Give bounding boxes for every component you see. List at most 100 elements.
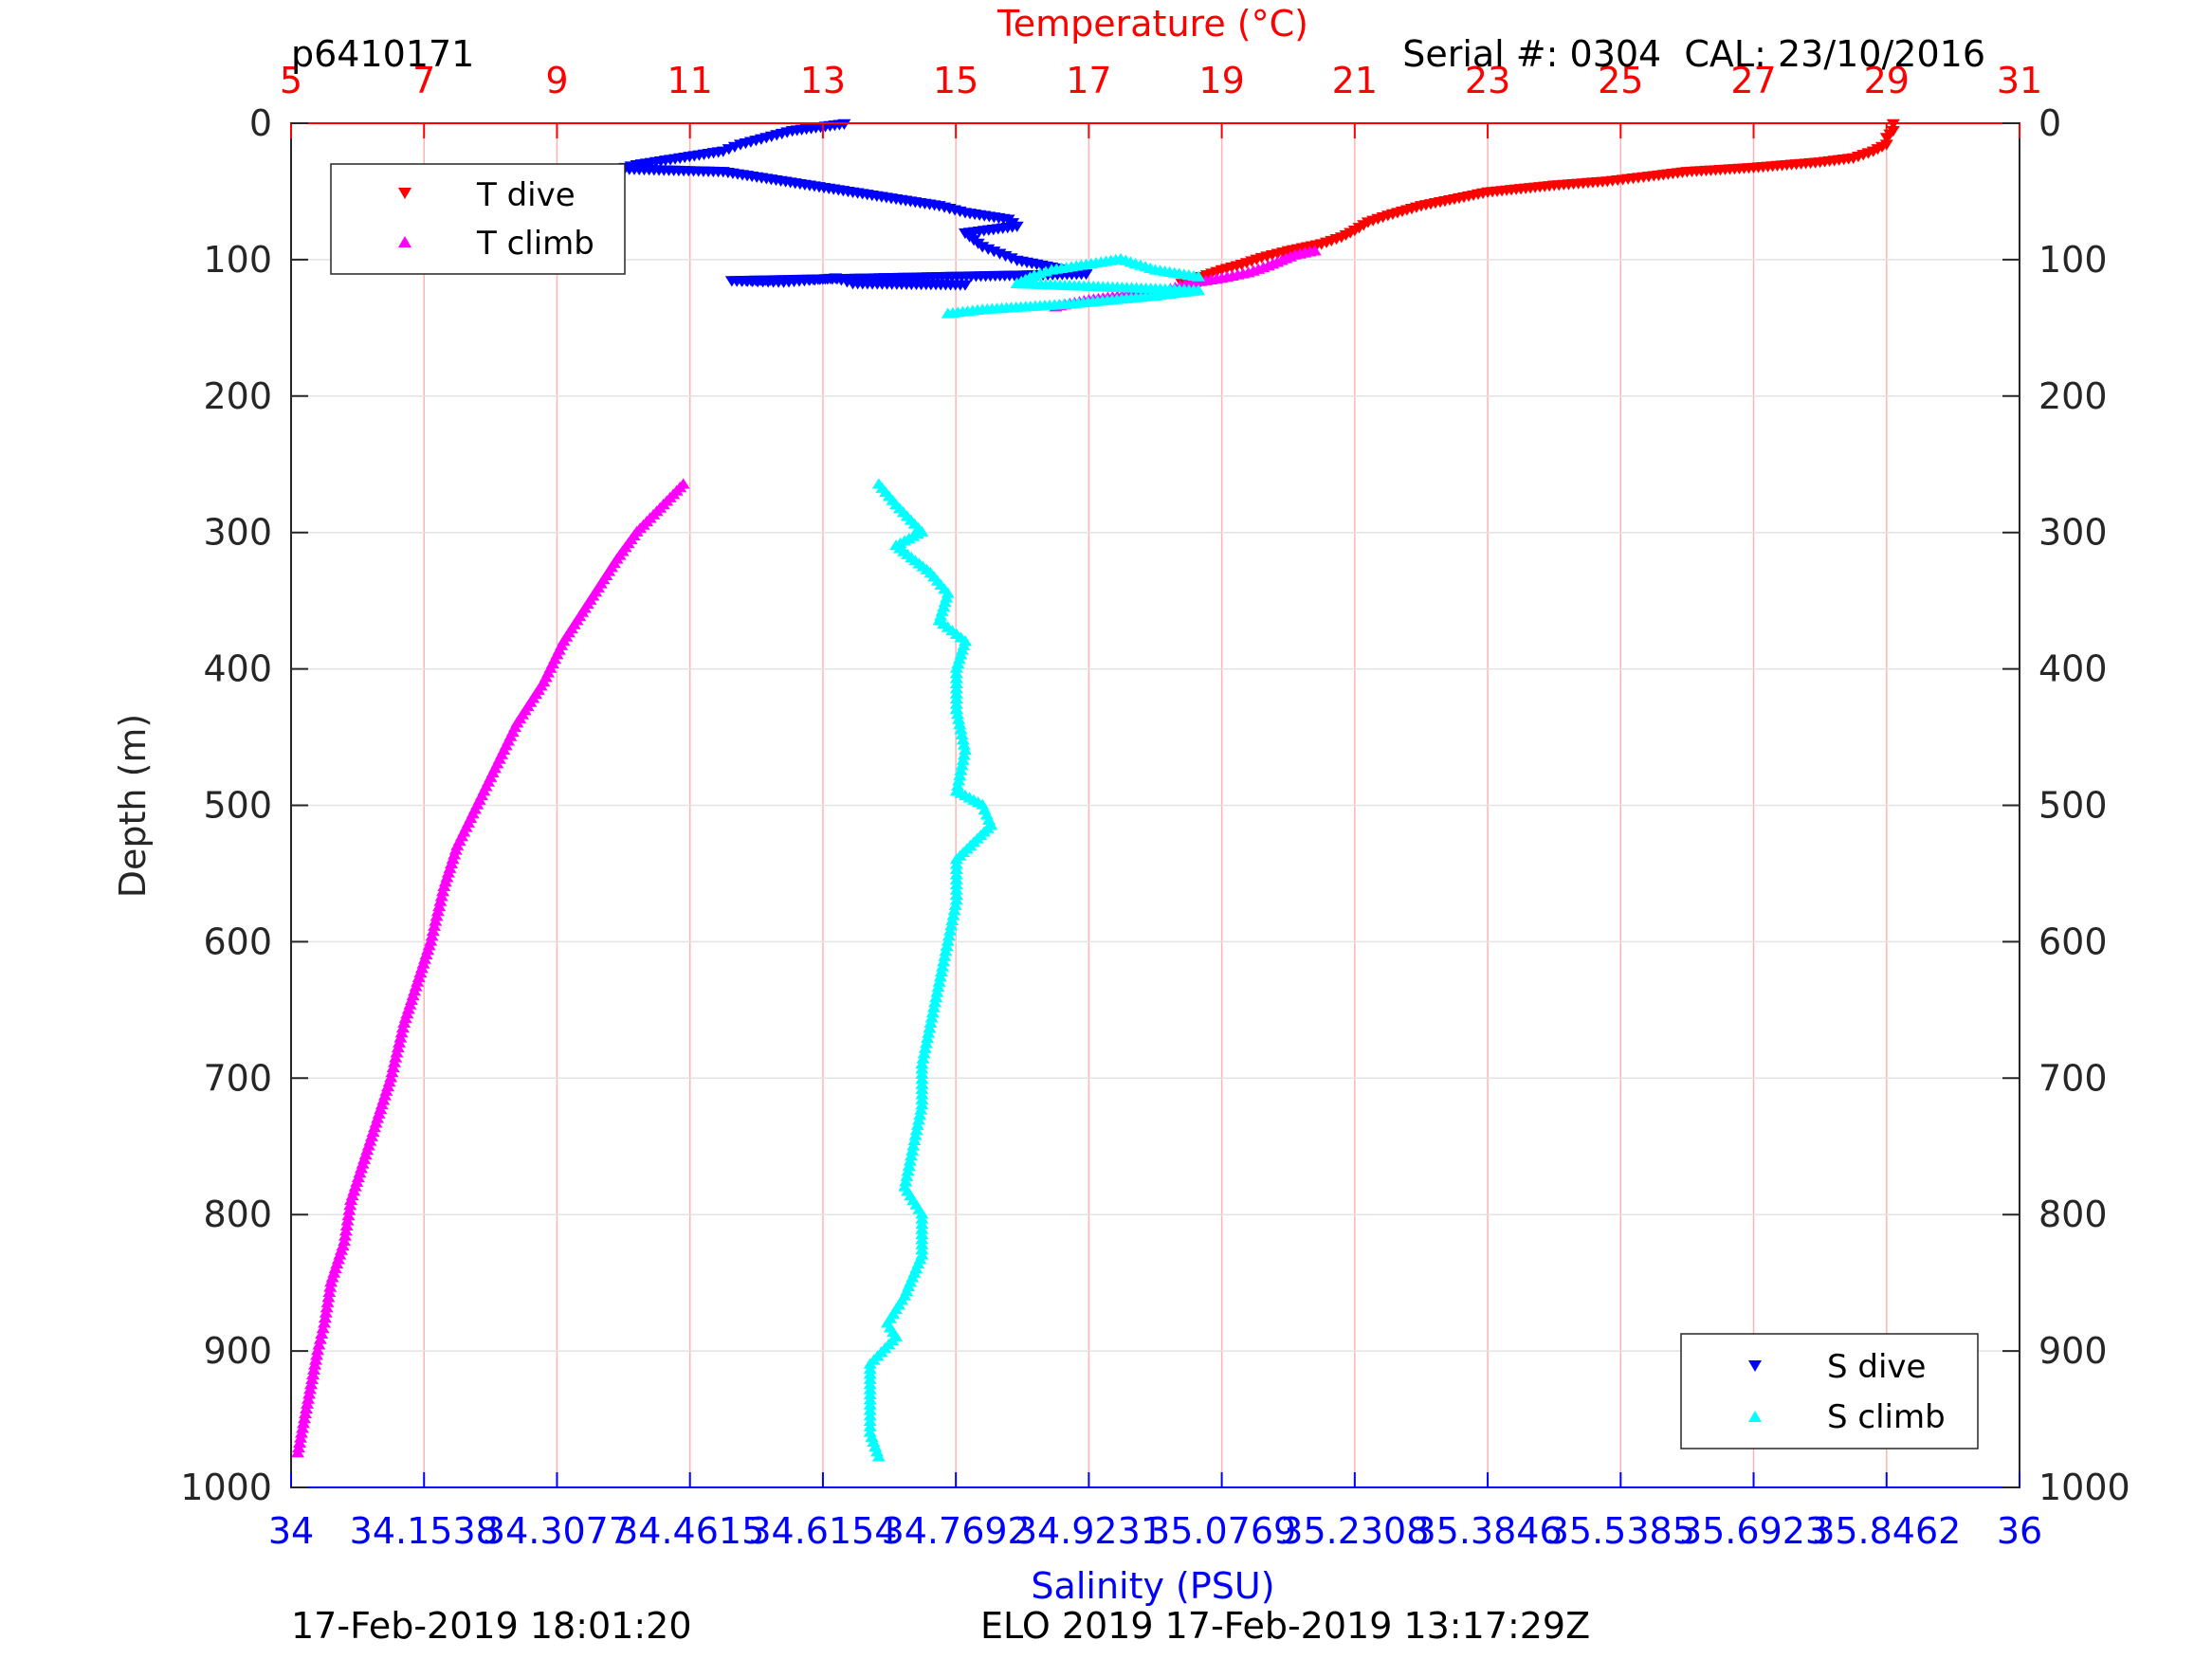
s-climb-point [953, 769, 967, 781]
t-climb-point [1307, 245, 1322, 256]
s-climb-point [863, 1404, 877, 1415]
temperature-tick-label: 27 [1730, 60, 1776, 101]
t-climb-point [344, 1194, 358, 1206]
s-climb-point [911, 1114, 925, 1125]
temperature-tick-label: 25 [1598, 60, 1643, 101]
s-climb-point [932, 975, 946, 987]
s-dive-series [612, 118, 1093, 291]
salinity-tick-label: 34.4615 [615, 1510, 764, 1552]
t-climb-point [389, 1051, 403, 1063]
s-climb-point [944, 920, 959, 931]
s-climb-point [916, 1052, 930, 1064]
s-climb-point [933, 971, 947, 982]
t-climb-point [324, 1276, 338, 1287]
depth-tick-label-right: 900 [2038, 1330, 2108, 1372]
t-climb-point [394, 1027, 409, 1038]
t-climb-point [435, 885, 449, 897]
depth-tick-label-left: 500 [203, 785, 272, 827]
t-climb-point [300, 1402, 314, 1413]
salinity-tick-label: 35.2308 [1280, 1510, 1429, 1552]
s-climb-point [939, 945, 953, 957]
t-climb-point [303, 1383, 318, 1395]
depth-tick-label-left: 900 [203, 1330, 272, 1372]
salinity-tick-label: 36 [1997, 1510, 2042, 1552]
depth-tick-label-right: 0 [2038, 102, 2061, 144]
t-climb-point [309, 1354, 323, 1365]
axes-layer: 5 7 9 11 13 15 17 19 21 23 25 27 29 31 34 34.153834.307… [180, 60, 2130, 1552]
s-climb-point [908, 1129, 923, 1140]
depth-tick-label-left: 600 [203, 921, 272, 962]
t-climb-point [305, 1373, 320, 1385]
s-climb-point [1192, 270, 1206, 282]
s-climb-point [921, 1031, 935, 1044]
s-climb-point [954, 764, 968, 775]
t-climb-point [316, 1322, 330, 1334]
legend-t-dive-label: T dive [476, 176, 576, 214]
depth-axis-title: Depth (m) [112, 714, 154, 899]
t-climb-point [297, 1417, 311, 1429]
temperature-tick-label: 11 [667, 60, 713, 101]
s-climb-point [941, 935, 955, 946]
t-climb-point [340, 1214, 355, 1226]
s-climb-point [909, 1124, 923, 1136]
legend-s-climb-marker [1748, 1411, 1762, 1422]
t-climb-point [302, 1393, 316, 1404]
t-climb-point [302, 1388, 317, 1399]
s-climb-point [900, 1170, 914, 1181]
legend-t-climb-marker [398, 236, 411, 247]
t-climb-point [390, 1047, 404, 1058]
temperature-tick-label: 31 [1997, 60, 2042, 101]
temperature-tick-label: 15 [933, 60, 978, 101]
salinity-tick-label: 34.6154 [748, 1510, 897, 1552]
t-climb-point [343, 1199, 357, 1211]
temperature-tick-label: 17 [1066, 60, 1111, 101]
legend-salinity-box [1680, 1333, 1979, 1449]
s-climb-point [863, 1398, 877, 1410]
depth-tick-label-right: 300 [2038, 512, 2108, 554]
t-climb-point [321, 1291, 336, 1303]
t-climb-point [342, 1204, 356, 1215]
t-climb-point [306, 1368, 320, 1379]
t-climb-point [434, 890, 448, 902]
t-climb-point [315, 1327, 329, 1340]
s-climb-point [918, 1042, 932, 1053]
footer-timestamp: 17-Feb-2019 18:01:20 [291, 1605, 692, 1647]
t-climb-point [319, 1306, 333, 1318]
legend-s-dive-marker [1748, 1360, 1762, 1372]
salinity-tick-label: 34 [268, 1510, 314, 1552]
s-climb-point [946, 909, 960, 921]
t-climb-point [430, 910, 444, 921]
s-climb-point [922, 1027, 936, 1038]
serial-cal-label: Serial #: 0304 CAL: 23/10/2016 [1402, 33, 1985, 75]
legend-s-climb-label: S climb [1827, 1398, 1946, 1436]
depth-tick-label-right: 100 [2038, 239, 2108, 281]
t-climb-point [292, 1441, 306, 1453]
salinity-tick-label: 35.3846 [1414, 1510, 1563, 1552]
s-climb-point [917, 1048, 931, 1059]
t-climb-point [310, 1349, 324, 1360]
t-climb-point [293, 1436, 307, 1448]
legend-s-dive-label: S dive [1827, 1348, 1926, 1386]
s-climb-point [901, 1165, 915, 1176]
s-climb-point [958, 743, 972, 756]
salinity-tick-label: 35.0769 [1147, 1510, 1296, 1552]
data-marks [291, 118, 1900, 1462]
s-climb-point [903, 1155, 917, 1166]
legend-temperature-box [330, 163, 626, 275]
s-climb-point [949, 894, 963, 905]
s-climb-point [955, 759, 969, 771]
s-climb-point [956, 754, 970, 765]
s-climb-point [957, 738, 971, 750]
temperature-axis-title: Temperature (°C) [996, 3, 1308, 45]
t-climb-point [385, 1066, 399, 1078]
t-climb-point [397, 1016, 411, 1028]
s-climb-point [938, 950, 952, 961]
temperature-tick-label: 13 [800, 60, 846, 101]
t-climb-point [299, 1407, 313, 1419]
t-climb-point [433, 895, 448, 906]
t-climb-point [304, 1378, 319, 1390]
t-climb-point [318, 1311, 332, 1323]
depth-tick-label-right: 400 [2038, 648, 2108, 690]
s-climb-point [910, 1119, 924, 1130]
s-climb-point [925, 1006, 940, 1018]
